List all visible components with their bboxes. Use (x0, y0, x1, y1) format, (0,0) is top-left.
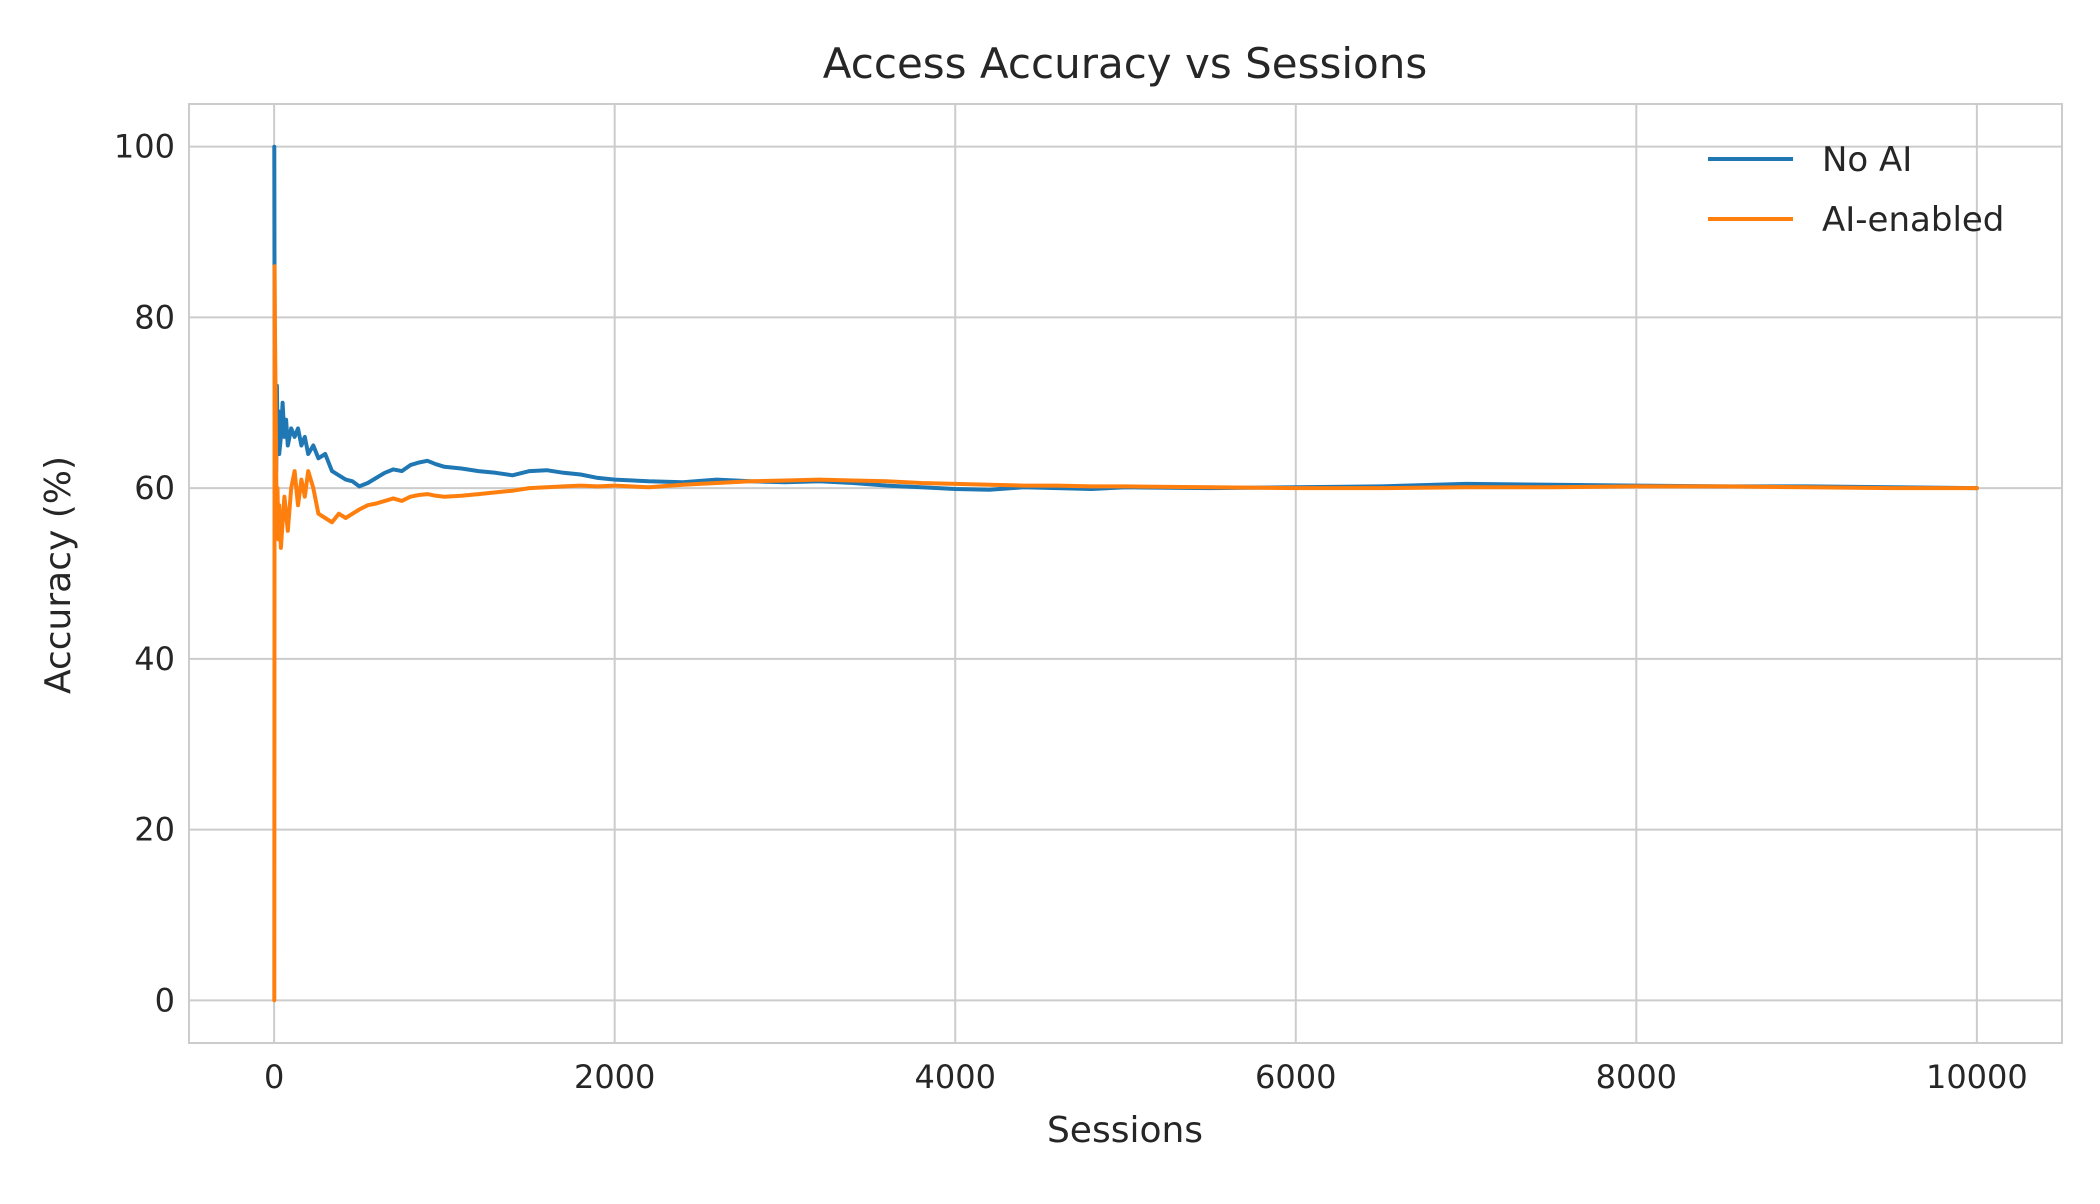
y-axis-label: Accuracy (%) (38, 456, 79, 694)
series-lines (272, 144, 1979, 1003)
x-tick-label: 2000 (574, 1058, 655, 1096)
y-tick-label: 20 (134, 811, 175, 849)
series-line-ai-enabled (272, 264, 1979, 1003)
x-tick-label: 6000 (1255, 1058, 1336, 1096)
y-tick-label: 40 (134, 640, 175, 678)
y-tick-label: 0 (155, 981, 175, 1019)
legend-label: AI-enabled (1822, 200, 2004, 240)
x-tick-label: 0 (264, 1058, 284, 1096)
x-axis-label: Sessions (1047, 1110, 1203, 1151)
x-tick-label: 4000 (915, 1058, 996, 1096)
tick-labels: 0 2000 4000 6000 8000 10000 0 20 40 60 80 100 (114, 128, 2028, 1096)
legend: No AI AI-enabled (1708, 140, 2004, 240)
plot-frame (188, 103, 2063, 1044)
x-tick-label: 8000 (1596, 1058, 1677, 1096)
chart-title: Access Accuracy vs Sessions (823, 39, 1427, 88)
y-tick-label: 60 (134, 469, 175, 507)
legend-label: No AI (1822, 140, 1912, 180)
y-tick-label: 80 (134, 298, 175, 336)
x-tick-label: 10000 (1926, 1058, 2028, 1096)
grid-lines (189, 104, 2062, 1043)
y-tick-label: 100 (114, 128, 175, 166)
series-line-no-ai (272, 144, 1979, 492)
